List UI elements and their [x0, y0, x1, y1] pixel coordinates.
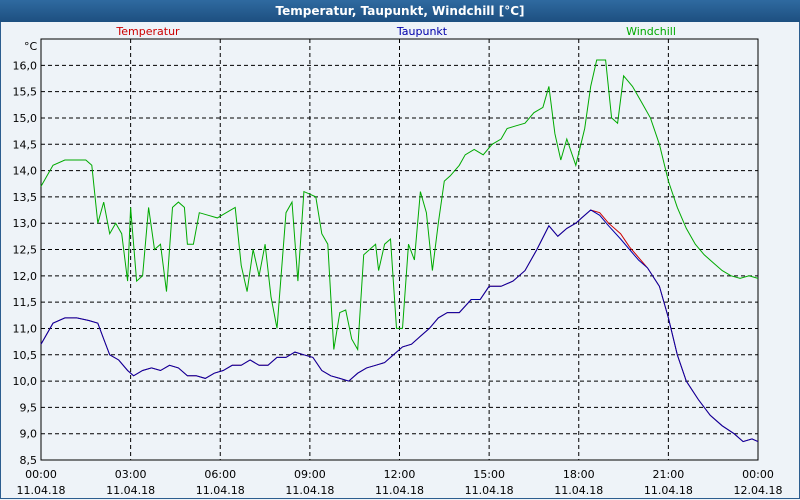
x-tick-date: 11.04.18: [644, 484, 693, 497]
y-tick-label: 13,0: [13, 217, 38, 230]
y-tick-label: 14,5: [13, 138, 38, 151]
x-tick-date: 11.04.18: [285, 484, 334, 497]
y-tick-label: 11,0: [13, 322, 38, 335]
grid: [41, 39, 758, 461]
y-axis-unit: °C: [24, 40, 38, 53]
series-lines: [40, 59, 759, 443]
y-tick-label: 13,5: [13, 191, 38, 204]
y-tick-label: 10,5: [13, 349, 38, 362]
chart-title: Temperatur, Taupunkt, Windchill [°C]: [0, 0, 800, 22]
y-tick-label: 15,5: [13, 86, 38, 99]
y-tick-label: 12,5: [13, 244, 38, 257]
x-tick-time: 18:00: [563, 468, 595, 481]
x-tick-date: 11.04.18: [465, 484, 514, 497]
axes: °C 8,5 9,0 9,5 10,0 10,5 11,0 11,5 12,0 12,5 13,0…: [13, 40, 783, 497]
x-tick-date: 11.04.18: [106, 484, 155, 497]
y-tick-label: 12,0: [13, 270, 38, 283]
y-tick-label: 9,5: [20, 401, 38, 414]
x-tick-time: 12:00: [384, 468, 416, 481]
legend: Temperatur Taupunkt Windchill: [115, 25, 676, 38]
legend-windchill: Windchill: [626, 25, 676, 38]
y-tick-label: 8,5: [20, 454, 38, 467]
series-line-windchill: [40, 59, 759, 352]
x-tick-time: 21:00: [653, 468, 685, 481]
y-tick-label: 10,0: [13, 375, 38, 388]
legend-temperatur: Temperatur: [115, 25, 180, 38]
x-tick-date: 11.04.18: [375, 484, 424, 497]
y-tick-label: 15,0: [13, 112, 38, 125]
x-tick-time: 03:00: [115, 468, 147, 481]
x-tick-date: 12.04.18: [734, 484, 783, 497]
x-tick-date: 11.04.18: [554, 484, 603, 497]
x-tick-time: 06:00: [204, 468, 236, 481]
series-line-taupunkt: [40, 209, 759, 443]
plot-area: [40, 38, 759, 461]
y-tick-label: 11,5: [13, 296, 38, 309]
y-tick-label: 16,0: [13, 59, 38, 72]
x-tick-time: 15:00: [473, 468, 505, 481]
x-tick-time: 09:00: [294, 468, 326, 481]
y-tick-label: 14,0: [13, 165, 38, 178]
x-tick-time: 00:00: [25, 468, 57, 481]
legend-taupunkt: Taupunkt: [396, 25, 448, 38]
y-tick-label: 9,0: [20, 428, 38, 441]
x-tick-time: 00:00: [742, 468, 774, 481]
x-tick-date: 11.04.18: [196, 484, 245, 497]
x-tick-date: 11.04.18: [17, 484, 66, 497]
